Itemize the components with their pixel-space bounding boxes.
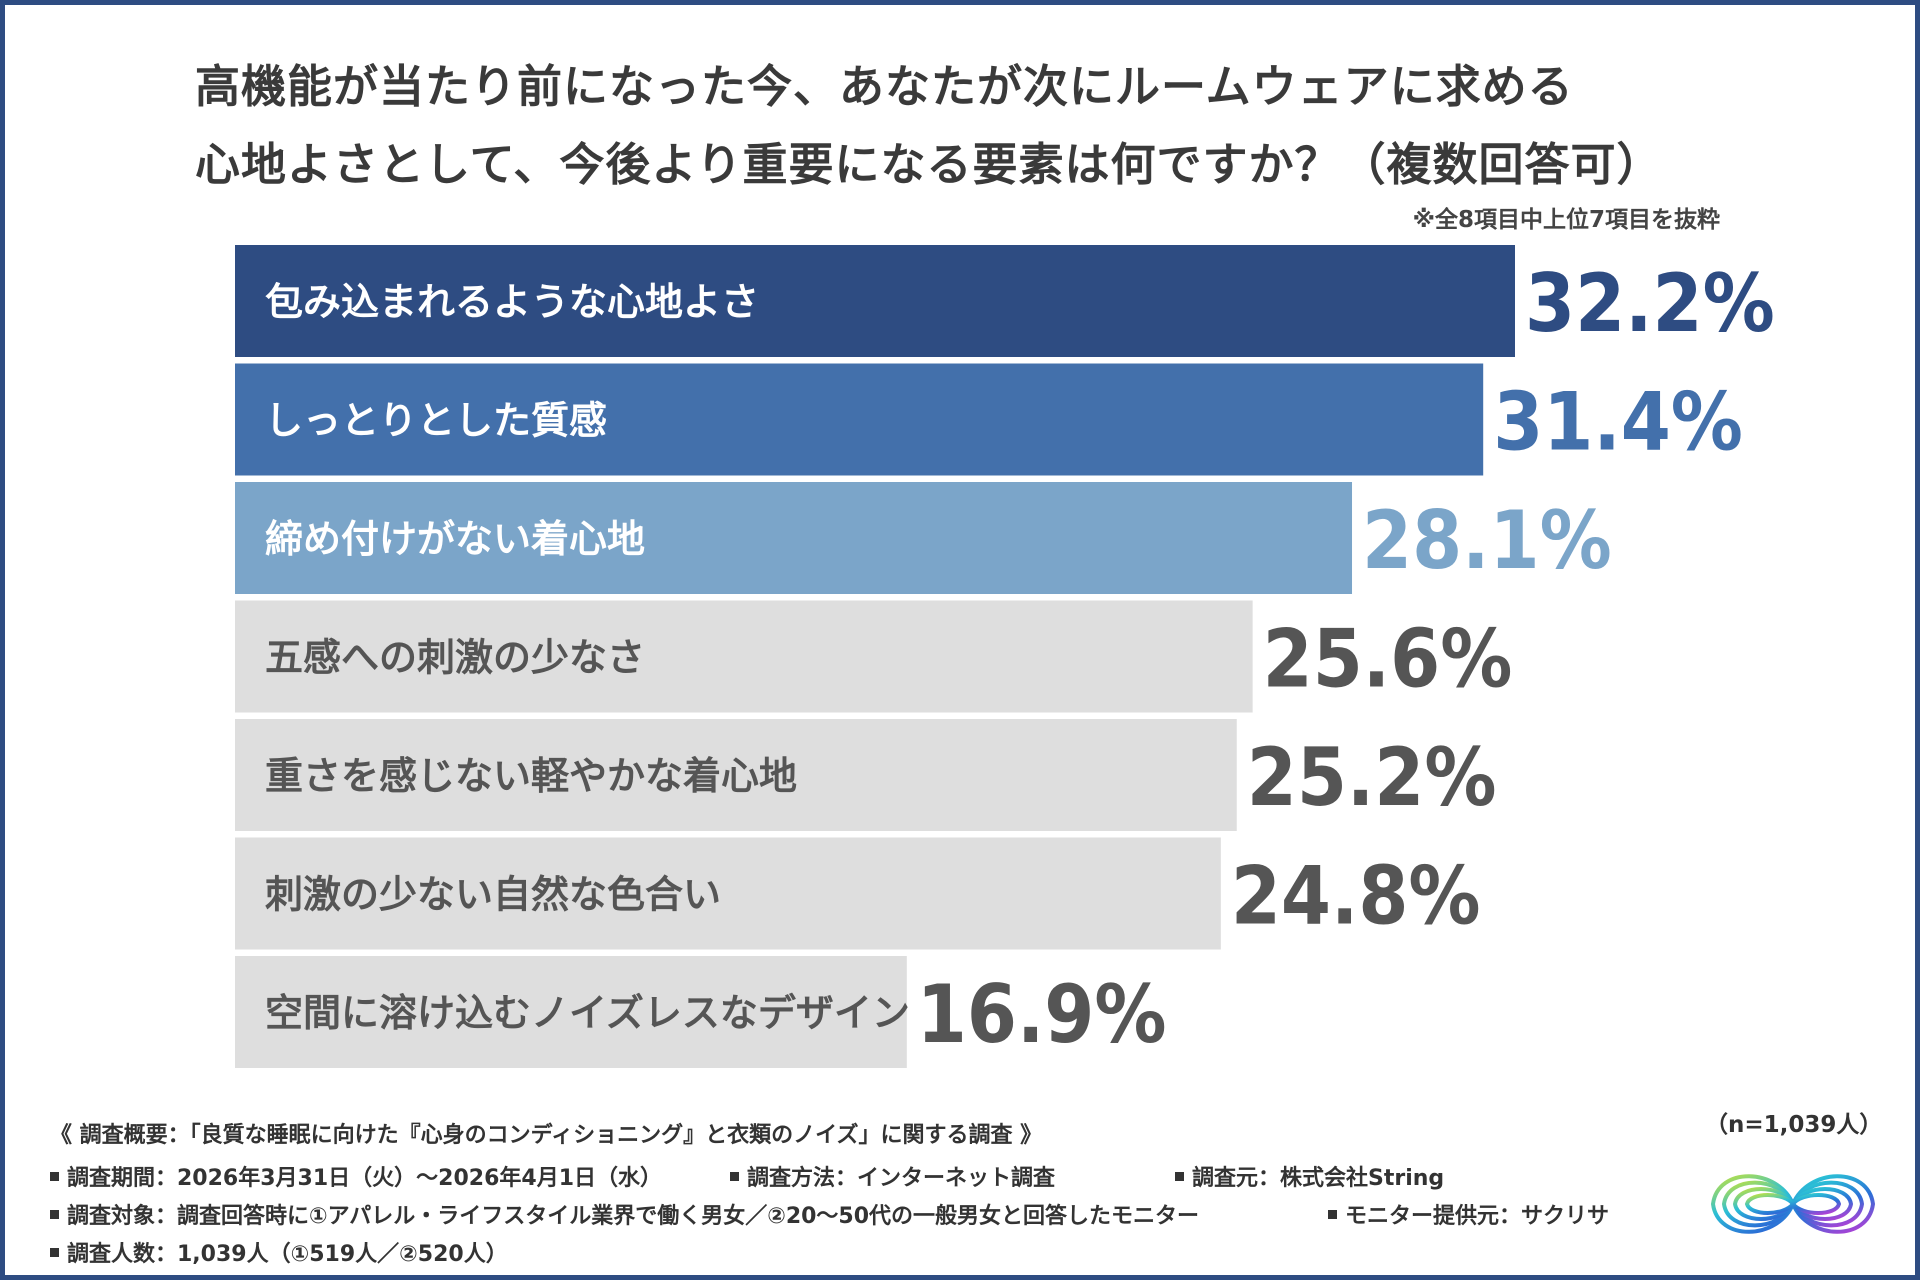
survey-target-row: 調査対象：調査回答時に①アパレル・ライフスタイル業界で働く男女／②20〜50代の… <box>50 1198 1199 1230</box>
chart-note: ※全8項目中上位7項目を抜粋 <box>1412 207 1720 233</box>
survey-organizer-row: 調査元：株式会社String <box>1175 1160 1444 1192</box>
survey-overview: 《 調査概要：「良質な睡眠に向けた『心身のコンディショニング』と衣類のノイズ」に… <box>50 1123 1043 1148</box>
value-label: 16.9% <box>917 968 1167 1061</box>
bar <box>235 600 1253 713</box>
value-label: 31.4% <box>1493 376 1743 469</box>
chart-title-line-2: 心地よさとして、今後より重要になる要素は何ですか？（複数回答可） <box>195 138 1663 191</box>
bullet-square-icon <box>1175 1172 1184 1181</box>
sample-size: （n=1,039人） <box>1705 1112 1883 1138</box>
survey-method: 調査方法：インターネット調査 <box>747 1166 1056 1191</box>
value-label: 24.8% <box>1231 850 1481 943</box>
bar <box>235 245 1515 357</box>
category-label: 空間に溶け込むノイズレスなデザイン <box>265 991 910 1035</box>
survey-count: 調査人数：1,039人（①519人／②520人） <box>67 1242 508 1267</box>
category-label: 五感への刺激の少なさ <box>265 636 645 680</box>
bar <box>235 837 1221 950</box>
survey-target: 調査対象：調査回答時に①アパレル・ライフスタイル業界で働く男女／②20〜50代の… <box>67 1204 1200 1229</box>
survey-period-row: 調査期間：2026年3月31日（火）〜2026年4月1日（水） <box>50 1160 662 1192</box>
survey-organizer: 調査元：株式会社String <box>1192 1166 1445 1191</box>
bullet-square-icon <box>50 1172 59 1181</box>
category-label: しっとりとした質感 <box>265 399 607 443</box>
category-label: 包み込まれるような心地よさ <box>265 280 759 324</box>
value-label: 28.1% <box>1362 494 1612 587</box>
category-label: 刺激の少ない自然な色合い <box>265 873 721 917</box>
category-label: 締め付けがない着心地 <box>265 517 645 561</box>
bar <box>235 956 907 1068</box>
survey-method-row: 調査方法：インターネット調査 <box>730 1160 1055 1192</box>
bar <box>235 719 1237 831</box>
bullet-square-icon <box>50 1210 59 1219</box>
bar <box>235 363 1484 476</box>
category-label: 重さを感じない軽やかな着心地 <box>265 754 797 798</box>
survey-count-row: 調査人数：1,039人（①519人／②520人） <box>50 1236 508 1268</box>
survey-provider-row: モニター提供元：サクリサ <box>1328 1198 1609 1230</box>
survey-provider: モニター提供元：サクリサ <box>1345 1204 1610 1229</box>
bar <box>235 482 1353 594</box>
value-label: 25.6% <box>1263 613 1513 706</box>
bullet-square-icon <box>50 1248 59 1257</box>
bullet-square-icon <box>730 1172 739 1181</box>
survey-period: 調査期間：2026年3月31日（火）〜2026年4月1日（水） <box>67 1166 663 1191</box>
value-label: 25.2% <box>1247 731 1497 824</box>
infinity-loop-logo-icon <box>1710 1174 1876 1234</box>
bullet-square-icon <box>1328 1210 1337 1219</box>
chart-title-line-1: 高機能が当たり前になった今、あなたが次にルームウェアに求める <box>195 60 1574 113</box>
value-label: 32.2% <box>1525 257 1775 350</box>
